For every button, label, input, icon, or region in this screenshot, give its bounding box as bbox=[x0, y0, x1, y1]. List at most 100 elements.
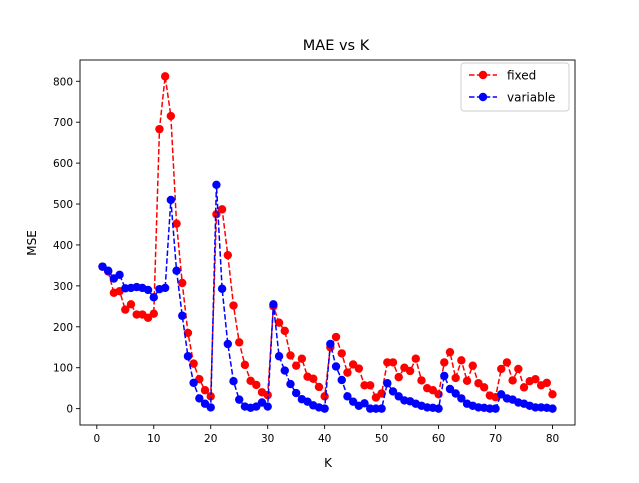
data-point-fixed bbox=[542, 378, 552, 388]
x-tick-label: 30 bbox=[261, 433, 274, 445]
data-point-variable bbox=[149, 293, 158, 302]
y-tick-label: 400 bbox=[53, 240, 73, 252]
data-point-variable bbox=[457, 394, 466, 403]
x-tick-label: 40 bbox=[318, 433, 331, 445]
data-point-variable bbox=[343, 392, 352, 401]
data-point-fixed bbox=[166, 111, 176, 121]
data-point-variable bbox=[269, 300, 278, 309]
data-point-fixed bbox=[445, 347, 455, 357]
data-point-fixed bbox=[160, 72, 170, 81]
x-tick-label: 60 bbox=[432, 433, 445, 445]
data-point-variable bbox=[229, 377, 238, 386]
data-point-variable bbox=[320, 404, 329, 413]
data-point-fixed bbox=[405, 366, 415, 376]
data-point-variable bbox=[274, 352, 284, 361]
data-point-fixed bbox=[451, 373, 460, 383]
y-tick-label: 100 bbox=[53, 363, 73, 375]
data-point-fixed bbox=[519, 383, 529, 392]
x-tick-label: 50 bbox=[375, 433, 388, 445]
data-point-variable bbox=[377, 404, 386, 413]
data-point-fixed bbox=[377, 389, 386, 398]
data-point-variable bbox=[326, 339, 335, 349]
data-point-variable bbox=[280, 366, 289, 375]
data-point-fixed bbox=[508, 376, 517, 385]
legend-label-variable: variable bbox=[507, 91, 555, 105]
data-point-fixed bbox=[183, 328, 193, 338]
legend-marker-variable bbox=[478, 92, 488, 102]
data-point-variable bbox=[434, 404, 443, 413]
data-point-fixed bbox=[411, 354, 420, 363]
data-point-variable bbox=[383, 379, 392, 388]
data-point-variable bbox=[360, 399, 369, 408]
data-point-variable bbox=[440, 371, 449, 381]
data-point-variable bbox=[286, 379, 295, 389]
data-point-variable bbox=[451, 389, 460, 398]
data-point-variable bbox=[548, 404, 557, 413]
data-point-fixed bbox=[178, 278, 187, 288]
data-point-variable bbox=[206, 403, 215, 412]
data-point-variable bbox=[178, 311, 187, 320]
data-point-variable bbox=[143, 285, 153, 295]
data-point-fixed bbox=[263, 390, 272, 400]
data-point-fixed bbox=[462, 376, 472, 386]
data-point-fixed bbox=[126, 300, 136, 309]
data-point-variable bbox=[291, 388, 301, 398]
legend-label-fixed: fixed bbox=[507, 69, 536, 83]
x-tick-label: 20 bbox=[204, 433, 217, 445]
data-point-fixed bbox=[440, 358, 449, 367]
y-tick-label: 300 bbox=[53, 281, 73, 293]
data-point-fixed bbox=[457, 356, 466, 365]
data-point-fixed bbox=[121, 305, 130, 314]
chart-title: MAE vs K bbox=[303, 38, 370, 54]
data-point-variable bbox=[331, 362, 341, 371]
data-point-fixed bbox=[229, 301, 238, 310]
marks-layer bbox=[98, 72, 557, 413]
data-point-fixed bbox=[366, 381, 375, 390]
data-point-fixed bbox=[286, 351, 295, 360]
legend: fixed variable bbox=[460, 62, 570, 112]
data-point-variable bbox=[103, 266, 113, 275]
legend-marker-fixed bbox=[478, 70, 488, 80]
data-point-fixed bbox=[343, 368, 352, 377]
y-tick-label: 200 bbox=[53, 322, 73, 334]
data-point-fixed bbox=[274, 318, 284, 327]
x-tick-label: 10 bbox=[147, 433, 160, 445]
data-point-fixed bbox=[235, 338, 244, 347]
data-point-fixed bbox=[502, 358, 512, 367]
data-point-variable bbox=[212, 180, 221, 190]
data-point-fixed bbox=[189, 359, 198, 368]
data-point-variable bbox=[115, 270, 124, 280]
y-tick-label: 600 bbox=[53, 158, 73, 170]
data-point-fixed bbox=[200, 386, 210, 395]
data-point-fixed bbox=[531, 374, 540, 384]
data-point-fixed bbox=[309, 374, 318, 383]
y-tick-label: 700 bbox=[53, 117, 73, 129]
data-point-variable bbox=[223, 339, 233, 349]
y-axis-label: MSE bbox=[25, 230, 39, 256]
data-point-variable bbox=[166, 195, 176, 205]
data-point-fixed bbox=[240, 360, 250, 370]
data-point-fixed bbox=[291, 361, 301, 370]
data-point-variable bbox=[491, 404, 500, 413]
data-point-fixed bbox=[497, 364, 506, 374]
data-point-fixed bbox=[314, 382, 324, 392]
data-point-fixed bbox=[149, 309, 158, 318]
data-point-variable bbox=[189, 378, 198, 388]
data-point-fixed bbox=[280, 326, 289, 336]
data-point-fixed bbox=[417, 376, 426, 385]
data-point-fixed bbox=[331, 332, 341, 342]
data-point-fixed bbox=[320, 392, 329, 401]
data-point-fixed bbox=[479, 383, 489, 392]
data-point-variable bbox=[445, 384, 455, 394]
plot-frame bbox=[79, 59, 576, 426]
x-tick-label: 0 bbox=[93, 433, 100, 445]
data-point-fixed bbox=[388, 358, 398, 367]
y-tick-label: 0 bbox=[66, 404, 73, 416]
y-tick-label: 500 bbox=[53, 199, 73, 211]
data-point-variable bbox=[172, 266, 181, 275]
data-point-fixed bbox=[172, 219, 181, 228]
data-point-variable bbox=[337, 375, 346, 385]
data-point-fixed bbox=[223, 250, 233, 260]
